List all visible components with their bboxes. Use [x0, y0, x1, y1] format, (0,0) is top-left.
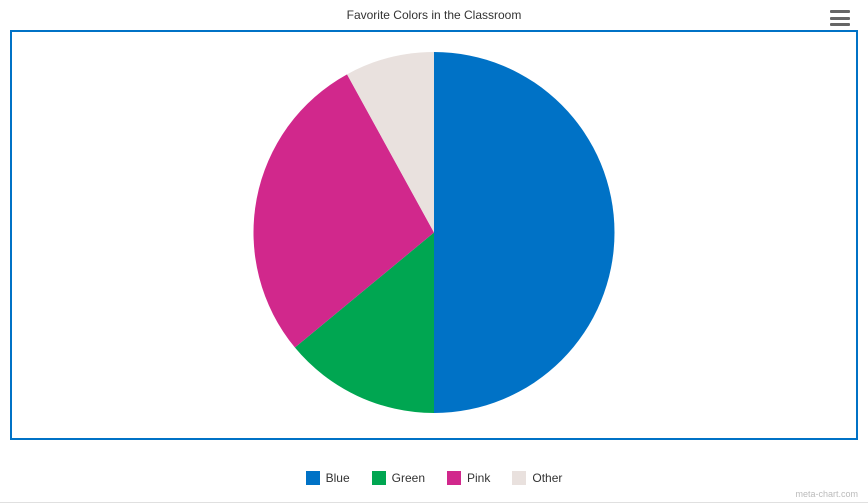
hamburger-icon	[830, 23, 850, 26]
attribution-text: meta-chart.com	[795, 489, 858, 499]
legend-swatch	[512, 471, 526, 485]
chart-title: Favorite Colors in the Classroom	[0, 8, 868, 22]
legend-label: Other	[532, 471, 562, 485]
legend-label: Green	[392, 471, 425, 485]
hamburger-icon	[830, 17, 850, 20]
menu-button[interactable]	[830, 10, 850, 26]
legend-item-pink[interactable]: Pink	[447, 471, 490, 485]
legend-item-blue[interactable]: Blue	[306, 471, 350, 485]
hamburger-icon	[830, 10, 850, 13]
legend-item-green[interactable]: Green	[372, 471, 425, 485]
pie-slice-blue[interactable]	[434, 52, 615, 413]
legend-swatch	[306, 471, 320, 485]
chart-legend: Blue Green Pink Other	[0, 471, 868, 485]
pie-chart	[244, 43, 624, 428]
chart-plot-area	[10, 30, 858, 440]
legend-swatch	[447, 471, 461, 485]
legend-label: Blue	[326, 471, 350, 485]
legend-swatch	[372, 471, 386, 485]
legend-item-other[interactable]: Other	[512, 471, 562, 485]
legend-label: Pink	[467, 471, 490, 485]
